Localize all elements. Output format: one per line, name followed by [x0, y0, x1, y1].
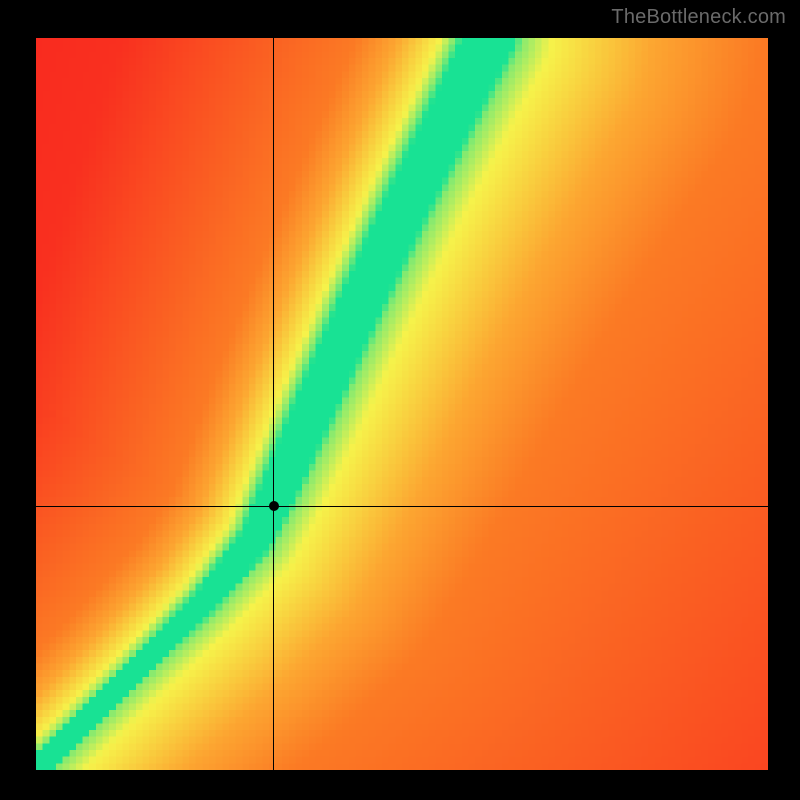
plot-area	[36, 38, 768, 770]
bottleneck-heatmap	[36, 38, 768, 770]
crosshair-vertical	[273, 38, 274, 770]
watermark-text: TheBottleneck.com	[611, 6, 786, 29]
crosshair-horizontal	[36, 506, 768, 507]
chart-container: { "watermark": { "text": "TheBottleneck.…	[0, 0, 800, 800]
